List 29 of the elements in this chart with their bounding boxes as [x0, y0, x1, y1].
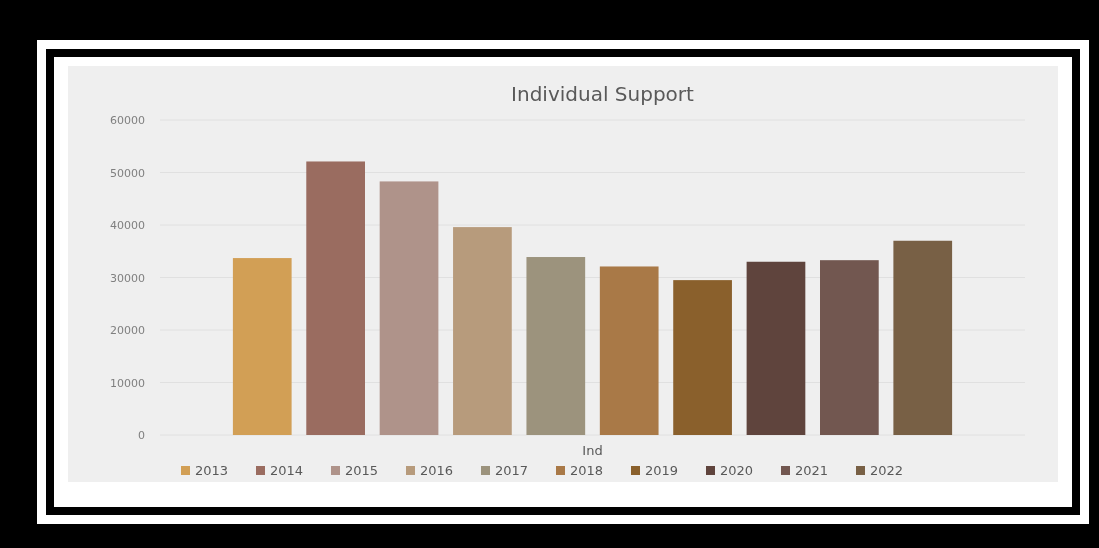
bar	[379, 181, 439, 435]
legend-label: 2014	[270, 463, 304, 478]
legend-label: 2018	[570, 463, 604, 478]
legend-label: 2020	[720, 463, 754, 478]
bar	[673, 280, 732, 435]
y-tick-label: 30000	[110, 271, 145, 285]
legend-label: 2021	[795, 463, 829, 478]
bar	[526, 257, 586, 435]
legend-label: 2015	[345, 463, 379, 478]
bar	[820, 260, 879, 435]
bar	[306, 161, 365, 435]
bar	[893, 240, 953, 435]
legend-label: 2019	[645, 463, 679, 478]
y-tick-label: 20000	[110, 324, 145, 337]
legend-label: 2022	[870, 463, 904, 478]
bar	[599, 266, 659, 435]
y-tick-label: 0	[138, 429, 145, 442]
y-tick-label: 50000	[110, 166, 145, 180]
chart-title: Individual Support	[511, 82, 695, 106]
y-tick-label: 60000	[110, 114, 145, 127]
bar	[453, 227, 512, 435]
y-tick-label: 40000	[110, 219, 145, 232]
legend-label: 2017	[495, 463, 529, 478]
y-tick-label: 10000	[110, 376, 145, 390]
bar	[746, 261, 806, 435]
legend-label: 2016	[420, 463, 454, 478]
bar	[232, 258, 292, 435]
legend-label: 2013	[195, 463, 229, 478]
x-tick-label: Ind	[582, 443, 603, 458]
